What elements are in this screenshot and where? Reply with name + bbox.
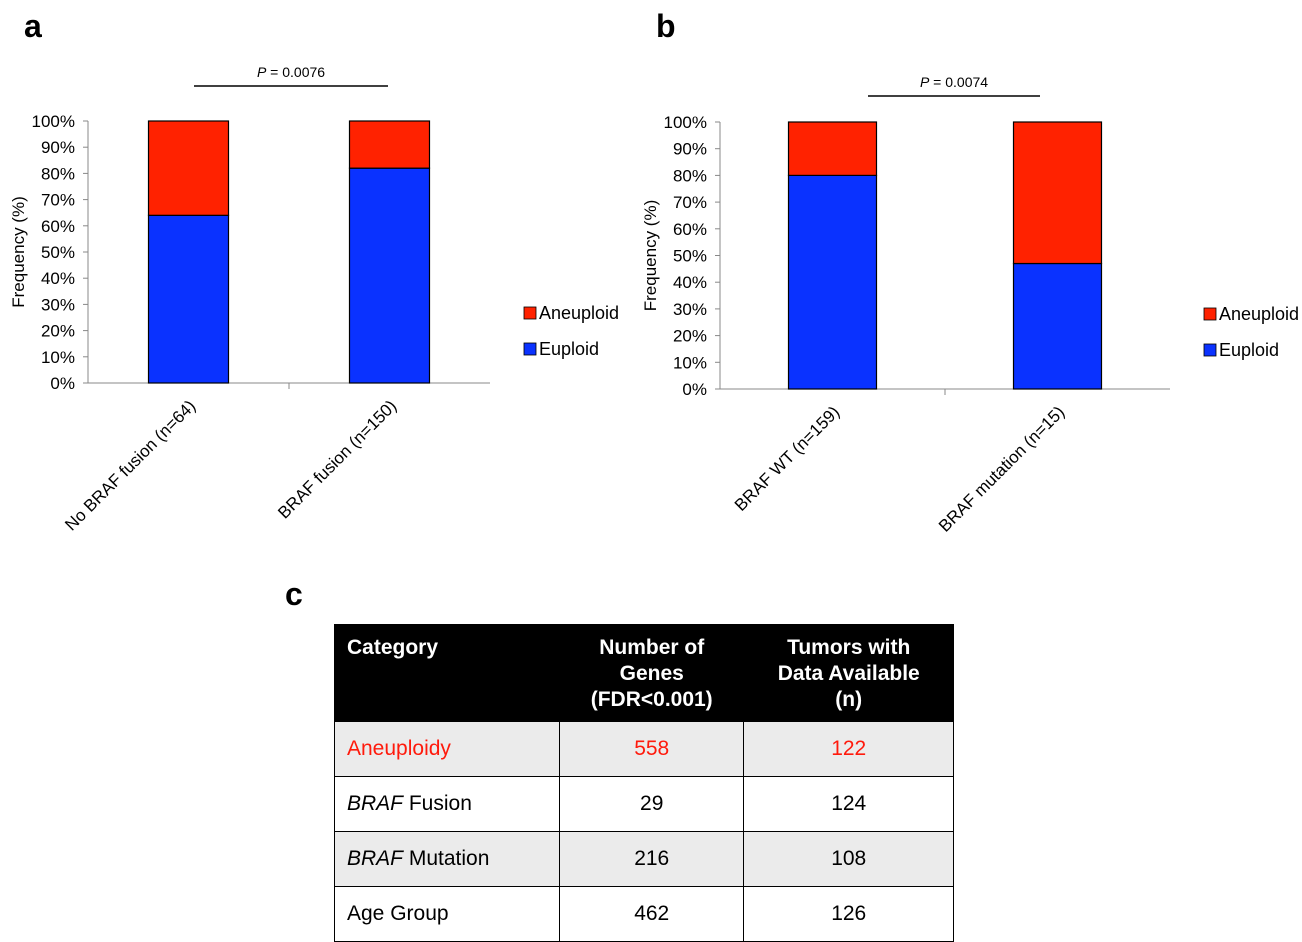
y-tick-label: 0% bbox=[682, 380, 707, 399]
header-category: Category bbox=[334, 624, 560, 722]
table-header-row: Category Number of Genes (FDR<0.001) Tum… bbox=[334, 624, 954, 722]
y-tick-label: 20% bbox=[673, 327, 707, 346]
y-axis-label: Frequency (%) bbox=[9, 196, 28, 307]
table-row: BRAF Mutation 216 108 bbox=[334, 831, 954, 887]
y-tick-label: 90% bbox=[673, 140, 707, 159]
chart-b: 0% 10% 20% 30% 40% 50% 60% 70% 80% 90% 100% Frequen… bbox=[641, 74, 1299, 536]
p-value-annotation: P = 0.0076 bbox=[257, 64, 325, 80]
legend-swatch-aneuploid bbox=[1203, 307, 1217, 321]
y-tick-label: 70% bbox=[673, 193, 707, 212]
y-tick-label: 80% bbox=[41, 164, 75, 183]
legend-label-euploid: Euploid bbox=[1219, 340, 1279, 360]
y-tick-label: 70% bbox=[41, 191, 75, 210]
y-tick-label: 0% bbox=[50, 374, 75, 393]
legend-label-aneuploid: Aneuploid bbox=[539, 303, 619, 323]
category-label: No BRAF fusion (n=64) bbox=[61, 396, 199, 534]
y-tick-label: 40% bbox=[41, 269, 75, 288]
y-tick-label: 100% bbox=[32, 112, 75, 131]
y-tick-label: 50% bbox=[673, 247, 707, 266]
bar-segment-euploid bbox=[147, 214, 230, 384]
y-tick-label: 50% bbox=[41, 243, 75, 262]
header-tumors: Tumors with Data Available (n) bbox=[743, 624, 954, 722]
legend-swatch-euploid bbox=[1203, 343, 1217, 357]
table-row: BRAF Fusion 29 124 bbox=[334, 776, 954, 832]
bar-segment-aneuploid bbox=[147, 120, 230, 216]
y-tick-label: 20% bbox=[41, 322, 75, 341]
row-tumors: 122 bbox=[743, 721, 954, 777]
y-tick-label: 60% bbox=[673, 220, 707, 239]
table-row: Age Group 462 126 bbox=[334, 886, 954, 942]
panel-label-a: a bbox=[24, 8, 42, 44]
bar-segment-aneuploid bbox=[1012, 121, 1103, 265]
panel-label-b: b bbox=[656, 8, 676, 44]
header-genes: Number of Genes (FDR<0.001) bbox=[558, 624, 745, 722]
y-tick-label: 10% bbox=[673, 353, 707, 372]
summary-table: Category Number of Genes (FDR<0.001) Tum… bbox=[334, 624, 954, 942]
y-tick-label: 10% bbox=[41, 348, 75, 367]
bar-segment-euploid bbox=[1012, 262, 1103, 390]
y-tick-label: 100% bbox=[664, 113, 707, 132]
bar-segment-aneuploid bbox=[787, 121, 878, 177]
y-tick-label: 40% bbox=[673, 273, 707, 292]
y-tick-label: 90% bbox=[41, 138, 75, 157]
legend-swatch-aneuploid bbox=[523, 306, 537, 320]
legend-label-euploid: Euploid bbox=[539, 339, 599, 359]
row-category: Age Group bbox=[334, 886, 560, 942]
row-category: BRAF Mutation bbox=[334, 831, 560, 887]
y-tick-label: 30% bbox=[41, 295, 75, 314]
chart-a: 0% 10% 20% 30% 40% 50% 60% 70% 80% 90% 100% Frequen… bbox=[9, 64, 619, 534]
y-tick-label: 80% bbox=[673, 166, 707, 185]
y-axis-label: Frequency (%) bbox=[641, 200, 660, 311]
row-category: Aneuploidy bbox=[334, 721, 560, 777]
category-label: BRAF mutation (n=15) bbox=[935, 402, 1068, 535]
y-tick-label: 60% bbox=[41, 217, 75, 236]
row-category: BRAF Fusion bbox=[334, 776, 560, 832]
row-genes: 216 bbox=[558, 831, 745, 887]
row-tumors: 108 bbox=[743, 831, 954, 887]
table-row: Aneuploidy 558 122 bbox=[334, 721, 954, 777]
bar-segment-euploid bbox=[787, 174, 878, 390]
row-tumors: 126 bbox=[743, 886, 954, 942]
legend-label-aneuploid: Aneuploid bbox=[1219, 304, 1299, 324]
row-tumors: 124 bbox=[743, 776, 954, 832]
category-label: BRAF WT (n=159) bbox=[731, 402, 843, 514]
y-tick-label: 30% bbox=[673, 300, 707, 319]
row-genes: 29 bbox=[558, 776, 745, 832]
category-label: BRAF fusion (n=150) bbox=[274, 396, 400, 522]
panel-label-c: c bbox=[285, 576, 303, 612]
bar-segment-euploid bbox=[348, 167, 431, 384]
p-value-annotation: P = 0.0074 bbox=[920, 74, 988, 90]
row-genes: 558 bbox=[558, 721, 745, 777]
row-genes: 462 bbox=[558, 886, 745, 942]
bar-segment-aneuploid bbox=[348, 120, 431, 169]
legend-swatch-euploid bbox=[523, 342, 537, 356]
